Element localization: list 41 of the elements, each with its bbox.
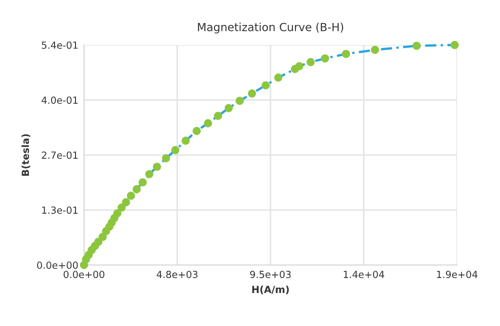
point — [342, 50, 350, 58]
point — [262, 81, 270, 90]
point — [122, 198, 130, 206]
y-tick-label: 2.7e-01 — [42, 151, 78, 159]
x-tick-label: 1.4e+04 — [344, 270, 384, 278]
point — [145, 170, 154, 178]
point — [182, 136, 190, 145]
y-tick-label: 1.3e-01 — [42, 206, 78, 214]
point — [152, 162, 162, 171]
point — [118, 203, 126, 212]
point — [295, 62, 304, 70]
y-tick-label: 4.0e-01 — [42, 96, 78, 104]
point — [204, 119, 212, 128]
x-tick-label: 1.9e+04 — [437, 270, 478, 278]
point — [248, 89, 256, 98]
point — [126, 192, 136, 200]
point — [132, 185, 141, 194]
point — [370, 46, 380, 54]
point — [450, 40, 459, 50]
point — [306, 58, 315, 66]
x-axis-title: H(A/m) — [252, 286, 289, 294]
y-axis-title: B(tesla) — [22, 134, 30, 176]
y-tick-label: 5.4e-01 — [42, 41, 78, 49]
point — [94, 238, 102, 246]
point — [171, 146, 180, 154]
point — [98, 232, 107, 242]
point — [274, 73, 282, 82]
point — [162, 154, 170, 162]
point — [320, 54, 330, 63]
x-tick-label: 9.5e+03 — [250, 270, 291, 278]
point — [412, 42, 421, 50]
point — [214, 112, 222, 120]
point — [236, 96, 244, 105]
point — [192, 126, 201, 136]
point — [138, 178, 147, 186]
y-tick-label: 0.0e+00 — [37, 262, 78, 269]
chart-title: Magnetization Curve (B-H) — [198, 22, 344, 34]
x-tick-label: 4.8e+03 — [156, 270, 198, 278]
x-tick-label: 0.0e+00 — [64, 270, 104, 278]
point — [113, 209, 122, 218]
point — [224, 104, 233, 112]
